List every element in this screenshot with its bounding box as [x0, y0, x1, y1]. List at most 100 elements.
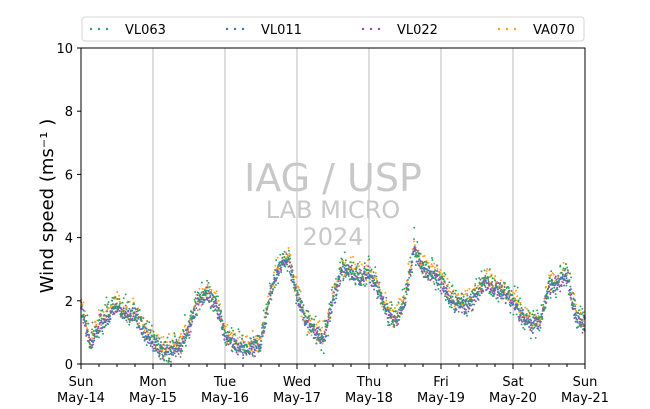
data-point: [191, 320, 194, 323]
data-point: [169, 346, 172, 349]
data-point: [367, 275, 370, 278]
data-point: [407, 287, 409, 290]
data-point: [367, 265, 370, 268]
data-point: [165, 359, 168, 362]
data-point: [150, 329, 153, 332]
data-point: [556, 284, 559, 287]
data-point: [528, 318, 530, 321]
data-point: [516, 295, 519, 298]
data-point: [262, 321, 264, 324]
data-point: [490, 282, 493, 285]
data-point: [375, 285, 378, 287]
data-point: [143, 329, 146, 332]
legend-label: VL011: [261, 23, 302, 38]
legend: VL063 VL011 VL022 VA070: [81, 16, 585, 42]
data-point: [217, 308, 220, 311]
data-point: [379, 293, 382, 296]
data-point: [423, 266, 425, 269]
data-point: [113, 306, 116, 309]
data-point: [236, 353, 239, 356]
legend-marker: [105, 27, 109, 31]
data-point: [471, 292, 474, 294]
data-point: [392, 319, 395, 322]
data-point: [138, 322, 141, 325]
data-point: [175, 338, 178, 341]
data-point: [188, 325, 191, 328]
data-point: [503, 289, 506, 292]
data-point: [545, 285, 548, 288]
data-point: [538, 316, 541, 319]
data-point: [201, 303, 204, 306]
data-point: [243, 346, 246, 349]
data-point: [413, 238, 415, 241]
y-tick-label: 6: [65, 168, 73, 183]
y-tick-label: 0: [65, 358, 73, 373]
data-point: [519, 297, 521, 300]
data-point: [346, 264, 349, 266]
data-point: [357, 276, 360, 279]
data-point: [292, 273, 295, 276]
data-point: [532, 316, 535, 319]
data-point: [440, 275, 443, 278]
data-point: [470, 309, 473, 312]
data-point: [185, 337, 188, 340]
data-point: [93, 337, 96, 340]
data-point: [563, 269, 566, 272]
data-point: [123, 312, 126, 315]
data-point: [330, 288, 333, 291]
legend-entry: VL011: [225, 23, 302, 38]
data-point: [300, 315, 303, 318]
data-point: [462, 302, 465, 304]
data-point: [230, 326, 233, 329]
data-point: [329, 316, 332, 319]
data-point: [570, 276, 573, 279]
data-point: [111, 299, 113, 302]
data-point: [471, 303, 474, 306]
data-point: [311, 323, 314, 326]
data-point: [513, 292, 516, 295]
data-point: [109, 318, 112, 320]
data-point: [388, 307, 391, 310]
data-point: [468, 298, 471, 301]
data-point: [558, 277, 561, 280]
data-point: [397, 302, 400, 305]
data-point: [536, 309, 539, 312]
data-point: [445, 290, 448, 293]
data-point: [382, 297, 385, 300]
data-point: [520, 312, 523, 315]
data-point: [422, 264, 425, 267]
data-point: [582, 311, 584, 314]
data-point: [166, 344, 169, 347]
data-point: [233, 346, 236, 349]
data-point: [495, 282, 498, 285]
legend-marker: [97, 27, 101, 31]
data-point: [441, 287, 444, 290]
data-point: [355, 270, 358, 273]
data-point: [143, 336, 146, 339]
data-point: [336, 289, 339, 292]
data-point: [102, 332, 105, 335]
data-point: [510, 302, 513, 305]
data-point: [198, 299, 201, 301]
data-point: [430, 263, 433, 266]
data-point: [404, 283, 407, 286]
data-point: [88, 341, 91, 344]
data-point: [142, 325, 145, 328]
data-point: [184, 333, 187, 336]
data-point: [241, 337, 243, 340]
data-point: [415, 260, 418, 263]
data-point: [486, 287, 489, 290]
data-point: [446, 296, 449, 299]
x-axis: SunMay-14MonMay-15TueMay-16WedMay-17ThuM…: [57, 364, 609, 406]
data-point: [495, 297, 498, 300]
data-point: [343, 266, 346, 269]
data-point: [249, 337, 252, 340]
data-point: [266, 307, 269, 310]
data-point: [469, 300, 472, 303]
data-point: [551, 281, 553, 284]
data-point: [394, 307, 396, 309]
data-point: [571, 304, 574, 307]
data-point: [218, 316, 221, 318]
data-point: [125, 306, 128, 309]
